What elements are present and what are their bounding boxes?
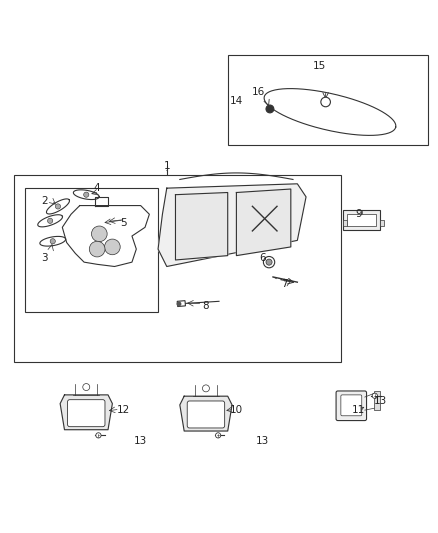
Text: 13: 13 xyxy=(374,397,387,407)
Circle shape xyxy=(50,239,55,244)
Circle shape xyxy=(177,302,181,305)
Circle shape xyxy=(96,433,101,438)
Circle shape xyxy=(266,105,274,113)
Text: 11: 11 xyxy=(352,405,365,415)
Circle shape xyxy=(321,97,330,107)
Circle shape xyxy=(202,385,209,392)
Text: 5: 5 xyxy=(120,218,127,228)
Text: 14: 14 xyxy=(230,96,243,106)
Bar xyxy=(343,220,346,226)
Circle shape xyxy=(84,192,89,197)
Bar xyxy=(177,301,185,306)
Text: 16: 16 xyxy=(251,87,265,98)
FancyBboxPatch shape xyxy=(336,391,367,421)
Circle shape xyxy=(83,384,90,391)
Polygon shape xyxy=(176,192,228,260)
FancyBboxPatch shape xyxy=(341,395,362,416)
Text: 10: 10 xyxy=(230,405,243,415)
Text: 2: 2 xyxy=(42,196,48,206)
Text: 9: 9 xyxy=(355,209,362,219)
Bar xyxy=(347,214,376,227)
Polygon shape xyxy=(60,395,113,430)
Circle shape xyxy=(47,218,53,223)
Bar xyxy=(228,55,428,144)
Text: 3: 3 xyxy=(42,253,48,263)
Circle shape xyxy=(92,226,107,241)
FancyBboxPatch shape xyxy=(67,400,105,426)
Polygon shape xyxy=(158,184,306,266)
Bar xyxy=(14,175,341,362)
Bar xyxy=(380,220,384,226)
Circle shape xyxy=(266,259,272,265)
Bar xyxy=(25,188,158,312)
Bar xyxy=(374,391,380,410)
Circle shape xyxy=(55,204,60,209)
Text: 13: 13 xyxy=(256,435,269,446)
Text: 6: 6 xyxy=(259,253,266,263)
Text: 15: 15 xyxy=(312,61,326,71)
Text: 1: 1 xyxy=(163,161,170,172)
Circle shape xyxy=(215,433,221,438)
Text: 13: 13 xyxy=(134,435,147,446)
Bar xyxy=(343,210,380,230)
Text: 12: 12 xyxy=(117,405,130,415)
Circle shape xyxy=(89,241,105,257)
Text: 4: 4 xyxy=(94,183,100,193)
Circle shape xyxy=(372,393,378,398)
Text: 8: 8 xyxy=(203,301,209,311)
Text: 7: 7 xyxy=(281,279,288,289)
Circle shape xyxy=(263,256,275,268)
Polygon shape xyxy=(180,396,232,431)
Circle shape xyxy=(105,239,120,255)
Polygon shape xyxy=(237,189,291,256)
FancyBboxPatch shape xyxy=(187,401,225,428)
